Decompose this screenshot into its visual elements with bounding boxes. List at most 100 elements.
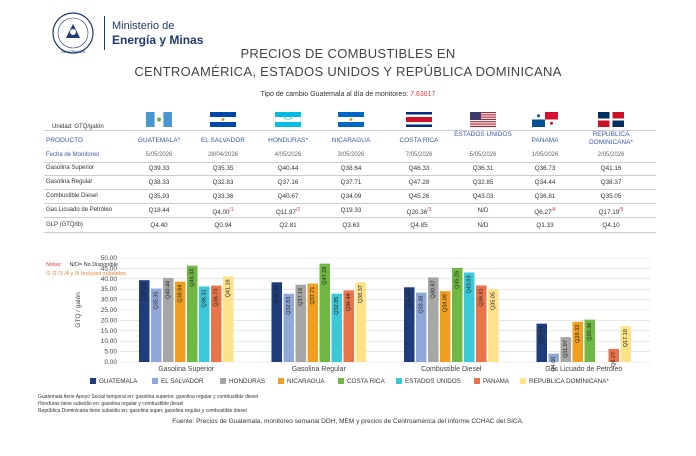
row-label: Gasolina Superior: [46, 165, 95, 171]
logo-line-2: Energía y Minas: [112, 33, 204, 47]
notes-label: Notas:: [46, 262, 62, 268]
product-header: PRODUCTO: [46, 137, 84, 144]
bar-data-label: Q38.33: [274, 285, 280, 303]
bar-data-label: Q38.64: [178, 285, 184, 303]
legend-item: PANAMA: [474, 378, 509, 385]
cell-value: Q34.09: [340, 193, 362, 200]
table-cell: Q35.05: [581, 193, 641, 200]
country-name-el-salvador: EL SALVADOR: [201, 137, 245, 144]
y-tick-label: 50.00: [101, 255, 118, 262]
table-cell: Q4.40: [129, 222, 189, 229]
y-tick-label: 40.00: [101, 276, 118, 283]
legend-label: COSTA RICA: [347, 378, 385, 385]
bar-data-label: Q37.71: [310, 287, 316, 305]
legend-item: REPUBLICA DOMINICANA*: [520, 378, 609, 385]
country-date: 7/05/2026: [405, 152, 433, 158]
bar: [151, 288, 162, 362]
table-cell: Q20.36/3: [389, 207, 449, 216]
logo-line-1: Ministerio de: [112, 20, 175, 32]
country-name-nicaragua: NICARAGUA: [331, 137, 371, 144]
bar: [536, 323, 547, 362]
subsidy-mark: /4: [551, 207, 556, 213]
y-tick-label: 10.00: [101, 338, 118, 345]
legend-swatch: [220, 378, 226, 385]
cell-value: Q34.44: [534, 179, 556, 186]
bar: [428, 277, 439, 362]
table-cell: Q36.31: [453, 165, 513, 172]
table-cell: Q40.67: [258, 193, 318, 200]
cell-value: Q43.03: [472, 193, 494, 200]
cell-value: N/D: [477, 207, 489, 214]
legend-item: EL SALVADOR: [152, 378, 204, 385]
cell-value: Q45.26: [408, 193, 430, 200]
bar-data-label: Q4.00: [551, 357, 557, 372]
table-cell: Q41.16: [581, 165, 641, 172]
cell-value: Q38.37: [600, 179, 622, 186]
y-tick-label: 15.00: [101, 328, 118, 335]
page-title-line-2: CENTROAMÉRICA, ESTADOS UNIDOS Y REPÚBLIC…: [134, 64, 562, 79]
country-date: 4/05/2026: [274, 152, 302, 158]
cell-value: Q11.97: [275, 209, 297, 217]
x-category-label: Combustible Diesel: [421, 366, 482, 373]
cell-value: Q18.44: [148, 207, 170, 214]
footnote: República Dominicana tiene subsidio en: …: [38, 408, 247, 414]
cell-value: Q20.36: [406, 209, 428, 217]
table-cell: N/D: [453, 222, 513, 229]
bar: [307, 283, 318, 362]
table-cell: Q4.10: [581, 222, 641, 229]
bar: [163, 277, 174, 362]
cell-value: Q4.40: [150, 222, 168, 229]
bar: [211, 285, 222, 362]
y-tick-label: 0.00: [104, 359, 117, 366]
bar: [548, 353, 559, 362]
source-note: Fuente: Precios de Guatemala, monitoreo …: [172, 418, 524, 425]
legend-swatch: [520, 378, 526, 385]
bar: [476, 285, 487, 362]
legend-swatch: [90, 378, 96, 385]
table-cell: Q0.94: [193, 222, 253, 229]
guatemala-flag-icon: [146, 112, 172, 127]
table-cell: Q4.85: [389, 222, 449, 229]
usa-flag-icon: [470, 112, 496, 127]
table-cell: Q38.33: [129, 179, 189, 186]
bar: [271, 282, 282, 362]
legend-swatch: [278, 378, 284, 385]
country-name-costa-rica: COSTA RICA: [399, 137, 439, 144]
bar: [560, 337, 571, 362]
exchange-rate-value: 7.63017: [410, 91, 436, 98]
cell-value: Q0.94: [214, 222, 232, 229]
table-cell: Q6.27/4: [515, 207, 575, 216]
country-date: 3/05/2026: [337, 152, 365, 158]
subsidy-mark: /2: [296, 207, 301, 213]
bar: [440, 291, 451, 362]
bar: [488, 289, 499, 362]
table-cell: Q40.44: [258, 165, 318, 172]
nicaragua-flag-icon: [338, 112, 364, 127]
bar: [584, 319, 595, 362]
cell-value: Q39.33: [148, 165, 170, 172]
bar: [355, 282, 366, 362]
bar: [283, 293, 294, 362]
cell-value: Q35.93: [148, 193, 170, 200]
chart-legend: GUATEMALA EL SALVADOR HONDURAS NICARAGUA COS…: [90, 378, 650, 388]
bar-data-label: Q17.19: [623, 329, 629, 347]
legend-item: GUATEMALA: [90, 378, 137, 385]
subsidy-mark: /1: [229, 207, 234, 213]
bar-data-label: Q19.33: [575, 325, 581, 343]
row-label: Gas Licuado de Petróleo: [46, 207, 113, 213]
y-tick-label: 5.00: [104, 349, 117, 356]
table-cell: Q32.83: [193, 179, 253, 186]
row-label: Combustible Diesel: [46, 193, 98, 199]
exchange-rate-label: Tipo de cambio Guatemala al día de monit…: [260, 91, 409, 98]
legend-label: NICARAGUA: [287, 378, 325, 385]
table-cell: Q45.26: [389, 193, 449, 200]
bar: [223, 276, 234, 362]
page-title-line-1: PRECIOS DE COMBUSTIBLES EN: [240, 46, 456, 61]
notes-text: N/D= No Disponible: [69, 262, 118, 268]
bar-data-label: Q36.31: [202, 289, 208, 307]
x-category-label: Gas Licuado de Petróleo: [545, 366, 622, 373]
cell-value: Q40.67: [277, 193, 299, 200]
country-date: 5/05/2026: [469, 152, 497, 158]
legend-item: NICARAGUA: [278, 378, 324, 385]
fuel-price-chart: GTQ / galón 0.00 5.00 10.00 15.00 20.00 25.00 3…: [75, 255, 650, 373]
